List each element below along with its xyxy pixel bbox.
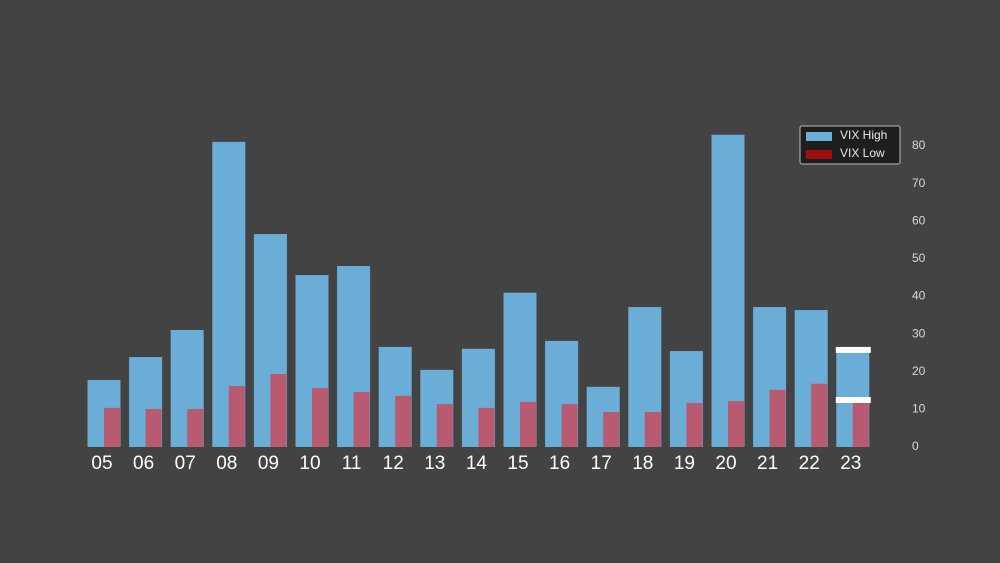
legend-label: VIX High [840, 128, 887, 142]
bar [145, 408, 162, 447]
y-tick-label: 0 [912, 439, 919, 453]
x-tick-label: 06 [133, 453, 154, 474]
x-tick-label: 09 [258, 453, 279, 474]
bar [711, 134, 745, 447]
bar [686, 402, 703, 447]
y-tick-label: 50 [912, 251, 926, 265]
x-tick-label: 14 [466, 453, 488, 474]
bar [852, 399, 869, 447]
bar [270, 374, 287, 447]
x-tick-label: 12 [383, 453, 404, 474]
highlight-marker [835, 396, 871, 403]
x-tick-label: 17 [591, 453, 612, 474]
x-tick-label: 05 [91, 453, 112, 474]
x-tick-label: 18 [632, 453, 653, 474]
x-tick-label: 16 [549, 453, 570, 474]
bar [811, 383, 828, 447]
bar [395, 395, 412, 447]
y-tick-label: 60 [912, 213, 926, 227]
bar [187, 408, 204, 447]
x-tick-label: 22 [799, 453, 820, 474]
y-tick-label: 20 [912, 364, 926, 378]
x-tick-label: 15 [507, 453, 528, 474]
y-tick-label: 10 [912, 402, 926, 416]
x-tick-label: 19 [674, 453, 695, 474]
bar [436, 404, 453, 447]
y-tick-label: 30 [912, 326, 926, 340]
x-tick-label: 10 [299, 453, 320, 474]
bar [312, 387, 328, 447]
x-tick-label: 21 [757, 453, 778, 474]
bar [353, 392, 370, 447]
x-tick-label: 23 [840, 453, 861, 474]
bar [728, 401, 744, 447]
x-tick-label: 11 [342, 453, 362, 474]
bar [520, 401, 536, 447]
y-tick-label: 40 [912, 289, 926, 303]
x-tick-label: 20 [715, 453, 736, 474]
bar [644, 412, 661, 447]
x-tick-label: 08 [216, 453, 237, 474]
highlight-marker [835, 346, 871, 353]
bar [603, 412, 620, 447]
bar [104, 407, 120, 447]
bar [769, 389, 786, 447]
x-tick-label: 13 [424, 453, 445, 474]
legend-swatch [806, 150, 832, 159]
bar [561, 404, 578, 447]
bar [478, 407, 495, 447]
legend-swatch [806, 132, 832, 141]
x-tick-label: 07 [175, 453, 196, 474]
y-tick-label: 80 [912, 138, 926, 152]
legend-label: VIX Low [840, 146, 885, 160]
bar [228, 386, 245, 447]
y-tick-label: 70 [912, 176, 926, 190]
